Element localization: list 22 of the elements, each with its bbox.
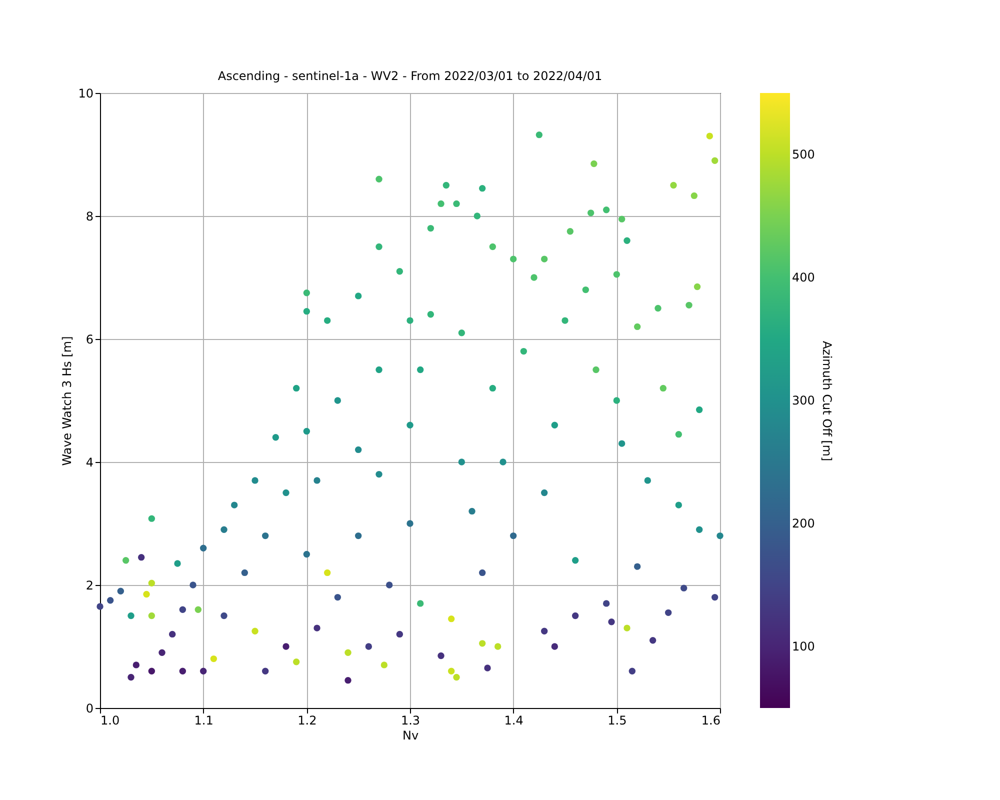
- color-bar-label: 100: [792, 640, 815, 654]
- x-tick-label: 1.1: [194, 714, 214, 728]
- x-axis-title: Nv: [402, 728, 419, 742]
- y-tick-label: 4: [86, 456, 94, 470]
- y-axis-title: Wave Watch 3 Hs [m]: [60, 336, 74, 466]
- y-tick-label: 8: [86, 210, 94, 224]
- chart-title: Ascending - sentinel-1a - WV2 - From 2022/03/01 to 2022/04/01: [218, 69, 602, 83]
- color-bar-label: 200: [792, 516, 815, 530]
- color-bar-label: 500: [792, 148, 815, 162]
- y-tick-label: 2: [86, 578, 94, 592]
- color-bar-title: Azimuth Cut Off [m]: [820, 340, 834, 462]
- x-tick-label: 1.2: [298, 714, 317, 728]
- y-tick-label: 0: [86, 702, 94, 716]
- x-tick-label: 1.5: [608, 714, 627, 728]
- x-tick-label: 1.6: [701, 714, 720, 728]
- x-tick-label: 1.3: [400, 714, 420, 728]
- y-tick-label: 6: [86, 332, 94, 346]
- color-bar-label: 300: [792, 394, 815, 408]
- color-bar-label: 400: [792, 270, 815, 284]
- x-tick-label: 1.0: [100, 714, 120, 728]
- y-tick-label: 10: [78, 86, 94, 100]
- x-tick-label: 1.4: [504, 714, 524, 728]
